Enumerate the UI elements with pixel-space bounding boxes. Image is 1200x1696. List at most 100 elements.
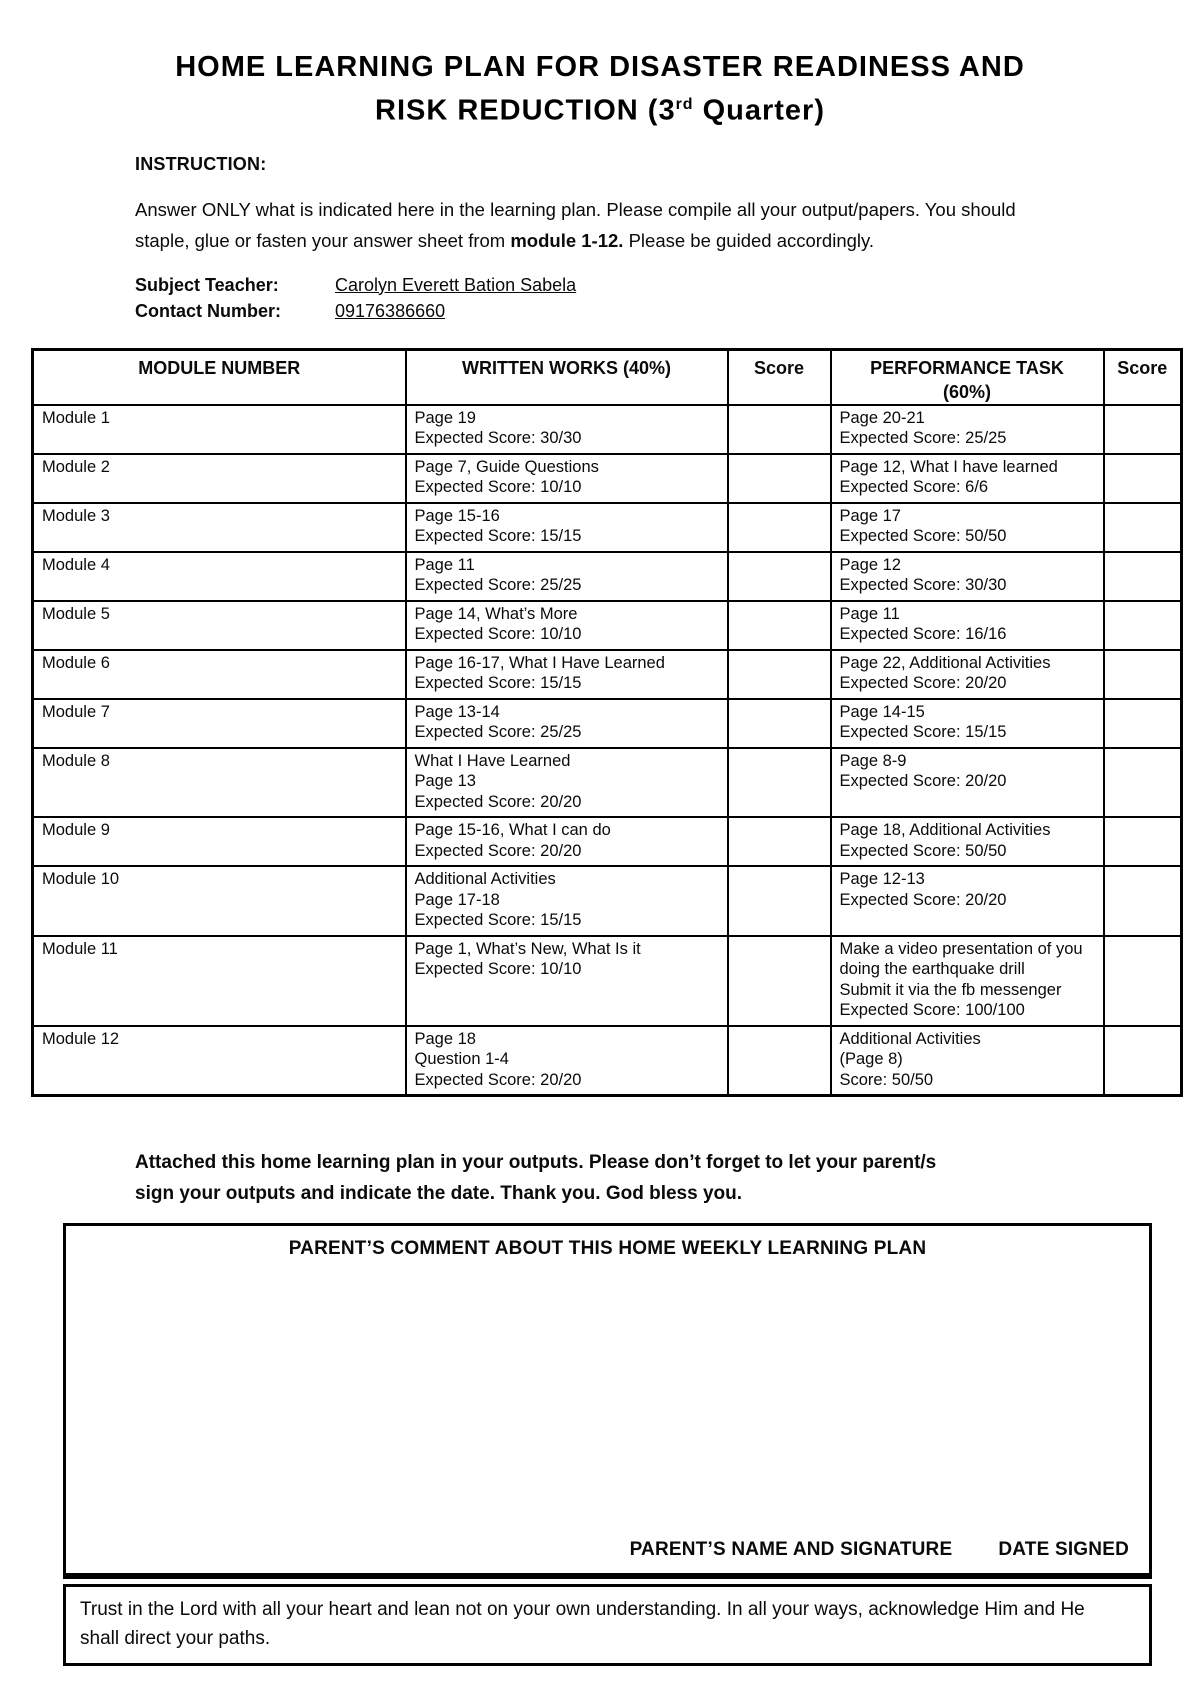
performance-task-score-cell <box>1102 599 1183 651</box>
parent-signature-label: PARENT’S NAME AND SIGNATURE <box>629 1539 953 1561</box>
written-works-score-cell <box>726 1024 832 1097</box>
performance-task-score-cell <box>1102 452 1183 504</box>
performance-task-cell: Page 8-9 Expected Score: 20/20 <box>829 746 1105 819</box>
table-row: Module 11 Page 1, What’s New, What Is it… <box>31 934 1183 1027</box>
table-row: Module 10 Additional Activities Page 17-… <box>31 865 1183 937</box>
written-works-cell: Page 7, Guide Questions Expected Score: … <box>404 452 729 504</box>
module-number-cell: Module 10 <box>31 865 407 937</box>
performance-task-cell: Page 22, Additional Activities Expected … <box>829 648 1105 700</box>
performance-task-cell: Page 12, What I have learned Expected Sc… <box>829 452 1105 504</box>
module-number-cell: Module 2 <box>31 452 407 504</box>
header-module-number: MODULE NUMBER <box>31 348 407 406</box>
written-works-cell: Page 15-16, What I can do Expected Score… <box>404 816 729 868</box>
instruction-label: INSTRUCTION: <box>135 153 267 174</box>
contact-number-label: Contact Number: <box>135 300 282 321</box>
date-signed-label: DATE SIGNED <box>998 1539 1129 1561</box>
written-works-cell: Page 14, What’s More Expected Score: 10/… <box>404 599 729 651</box>
written-works-cell: Page 13-14 Expected Score: 25/25 <box>404 697 729 749</box>
page-title-line2-end: Quarter) <box>693 94 825 127</box>
page-title-line1: HOME LEARNING PLAN FOR DISASTER READINES… <box>175 51 1025 83</box>
performance-task-score-cell <box>1102 934 1183 1027</box>
written-works-cell: Page 1, What’s New, What Is it Expected … <box>404 934 729 1027</box>
scripture-quote-box: Trust in the Lord with all your heart an… <box>63 1584 1152 1667</box>
table-row: Module 3 Page 15-16 Expected Score: 15/1… <box>31 501 1183 553</box>
performance-task-score-cell <box>1102 697 1183 749</box>
module-number-cell: Module 4 <box>31 550 407 602</box>
written-works-score-cell <box>726 452 832 504</box>
performance-task-cell: Page 14-15 Expected Score: 15/15 <box>829 697 1105 749</box>
attached-note: Attached this home learning plan in your… <box>135 1152 937 1205</box>
subject-teacher-label: Subject Teacher: <box>135 274 279 295</box>
performance-task-score-cell <box>1102 501 1183 553</box>
module-number-cell: Module 6 <box>31 648 407 700</box>
written-works-cell: Page 16-17, What I Have Learned Expected… <box>404 648 729 700</box>
table-row: Module 8 What I Have Learned Page 13 Exp… <box>31 746 1183 819</box>
written-works-cell: What I Have Learned Page 13 Expected Sco… <box>404 746 729 819</box>
table-row: Module 4 Page 11 Expected Score: 25/25 P… <box>31 550 1183 602</box>
table-row: Module 2 Page 7, Guide Questions Expecte… <box>31 452 1183 504</box>
performance-task-score-cell <box>1102 1024 1183 1097</box>
instruction-paragraph: Answer ONLY what is indicated here in th… <box>135 194 1065 256</box>
parent-comment-title: PARENT’S COMMENT ABOUT THIS HOME WEEKLY … <box>288 1238 927 1260</box>
signature-row: PARENT’S NAME AND SIGNATURE DATE SIGNED <box>630 1539 1129 1561</box>
performance-task-score-cell <box>1102 648 1183 700</box>
written-works-score-cell <box>726 746 832 819</box>
subject-teacher-row: Subject Teacher: Carolyn Everett Bation … <box>135 272 1065 298</box>
written-works-score-cell <box>726 550 832 602</box>
header-score-written: Score <box>726 348 832 406</box>
header-written-works: WRITTEN WORKS (40%) <box>404 348 729 406</box>
performance-task-cell: Page 20-21 Expected Score: 25/25 <box>829 403 1105 455</box>
header-performance-task: PERFORMANCE TASK (60%) <box>829 348 1105 406</box>
written-works-score-cell <box>726 501 832 553</box>
module-number-cell: Module 1 <box>31 403 407 455</box>
performance-task-cell: Page 12 Expected Score: 30/30 <box>829 550 1105 602</box>
written-works-cell: Page 11 Expected Score: 25/25 <box>404 550 729 602</box>
written-works-score-cell <box>726 865 832 937</box>
header-score-performance: Score <box>1102 348 1183 406</box>
written-works-score-cell <box>726 403 832 455</box>
module-number-cell: Module 12 <box>31 1024 407 1097</box>
parent-comment-box: PARENT’S COMMENT ABOUT THIS HOME WEEKLY … <box>63 1223 1152 1580</box>
performance-task-score-cell <box>1102 865 1183 937</box>
performance-task-cell: Page 11 Expected Score: 16/16 <box>829 599 1105 651</box>
written-works-cell: Page 19 Expected Score: 30/30 <box>404 403 729 455</box>
table-row: Module 12 Page 18 Question 1-4 Expected … <box>31 1024 1183 1097</box>
written-works-score-cell <box>726 599 832 651</box>
performance-task-cell: Page 17 Expected Score: 50/50 <box>829 501 1105 553</box>
instruction-text-end: Please be guided accordingly. <box>623 229 875 251</box>
module-number-cell: Module 9 <box>31 816 407 868</box>
page-title-line2: RISK REDUCTION (3 <box>375 94 676 127</box>
table-row: Module 1 Page 19 Expected Score: 30/30 P… <box>31 403 1183 455</box>
parent-comment-area <box>66 1271 1149 1528</box>
contact-number-value: 09176386660 <box>335 300 446 321</box>
performance-task-score-cell <box>1102 403 1183 455</box>
performance-task-score-cell <box>1102 746 1183 819</box>
instruction-text-bold: module 1-12. <box>510 229 624 251</box>
performance-task-score-cell <box>1102 816 1183 868</box>
written-works-cell: Page 18 Question 1-4 Expected Score: 20/… <box>404 1024 729 1097</box>
module-number-cell: Module 5 <box>31 599 407 651</box>
contact-number-row: Contact Number: 09176386660 <box>135 298 1065 324</box>
performance-task-score-cell <box>1102 550 1183 602</box>
teacher-info-block: Subject Teacher: Carolyn Everett Bation … <box>135 272 1065 324</box>
performance-task-cell: Additional Activities (Page 8) Score: 50… <box>829 1024 1105 1097</box>
written-works-score-cell <box>726 934 832 1027</box>
module-number-cell: Module 11 <box>31 934 407 1027</box>
instruction-text-start: Answer ONLY what is indicated here in th… <box>135 198 1016 251</box>
table-row: Module 6 Page 16-17, What I Have Learned… <box>31 648 1183 700</box>
module-number-cell: Module 7 <box>31 697 407 749</box>
intro-section: INSTRUCTION: Answer ONLY what is indicat… <box>135 154 1065 324</box>
table-row: Module 9 Page 15-16, What I can do Expec… <box>31 816 1183 868</box>
written-works-cell: Additional Activities Page 17-18 Expecte… <box>404 865 729 937</box>
table-row: Module 5 Page 14, What’s More Expected S… <box>31 599 1183 651</box>
module-number-cell: Module 8 <box>31 746 407 819</box>
performance-task-cell: Page 18, Additional Activities Expected … <box>829 816 1105 868</box>
performance-task-cell: Page 12-13 Expected Score: 20/20 <box>829 865 1105 937</box>
written-works-score-cell <box>726 648 832 700</box>
performance-task-cell: Make a video presentation of you doing t… <box>829 934 1105 1027</box>
module-number-cell: Module 3 <box>31 501 407 553</box>
page-title-ordinal: rd <box>675 96 694 113</box>
subject-teacher-value: Carolyn Everett Bation Sabela <box>335 274 577 295</box>
table-row: Module 7 Page 13-14 Expected Score: 25/2… <box>31 697 1183 749</box>
